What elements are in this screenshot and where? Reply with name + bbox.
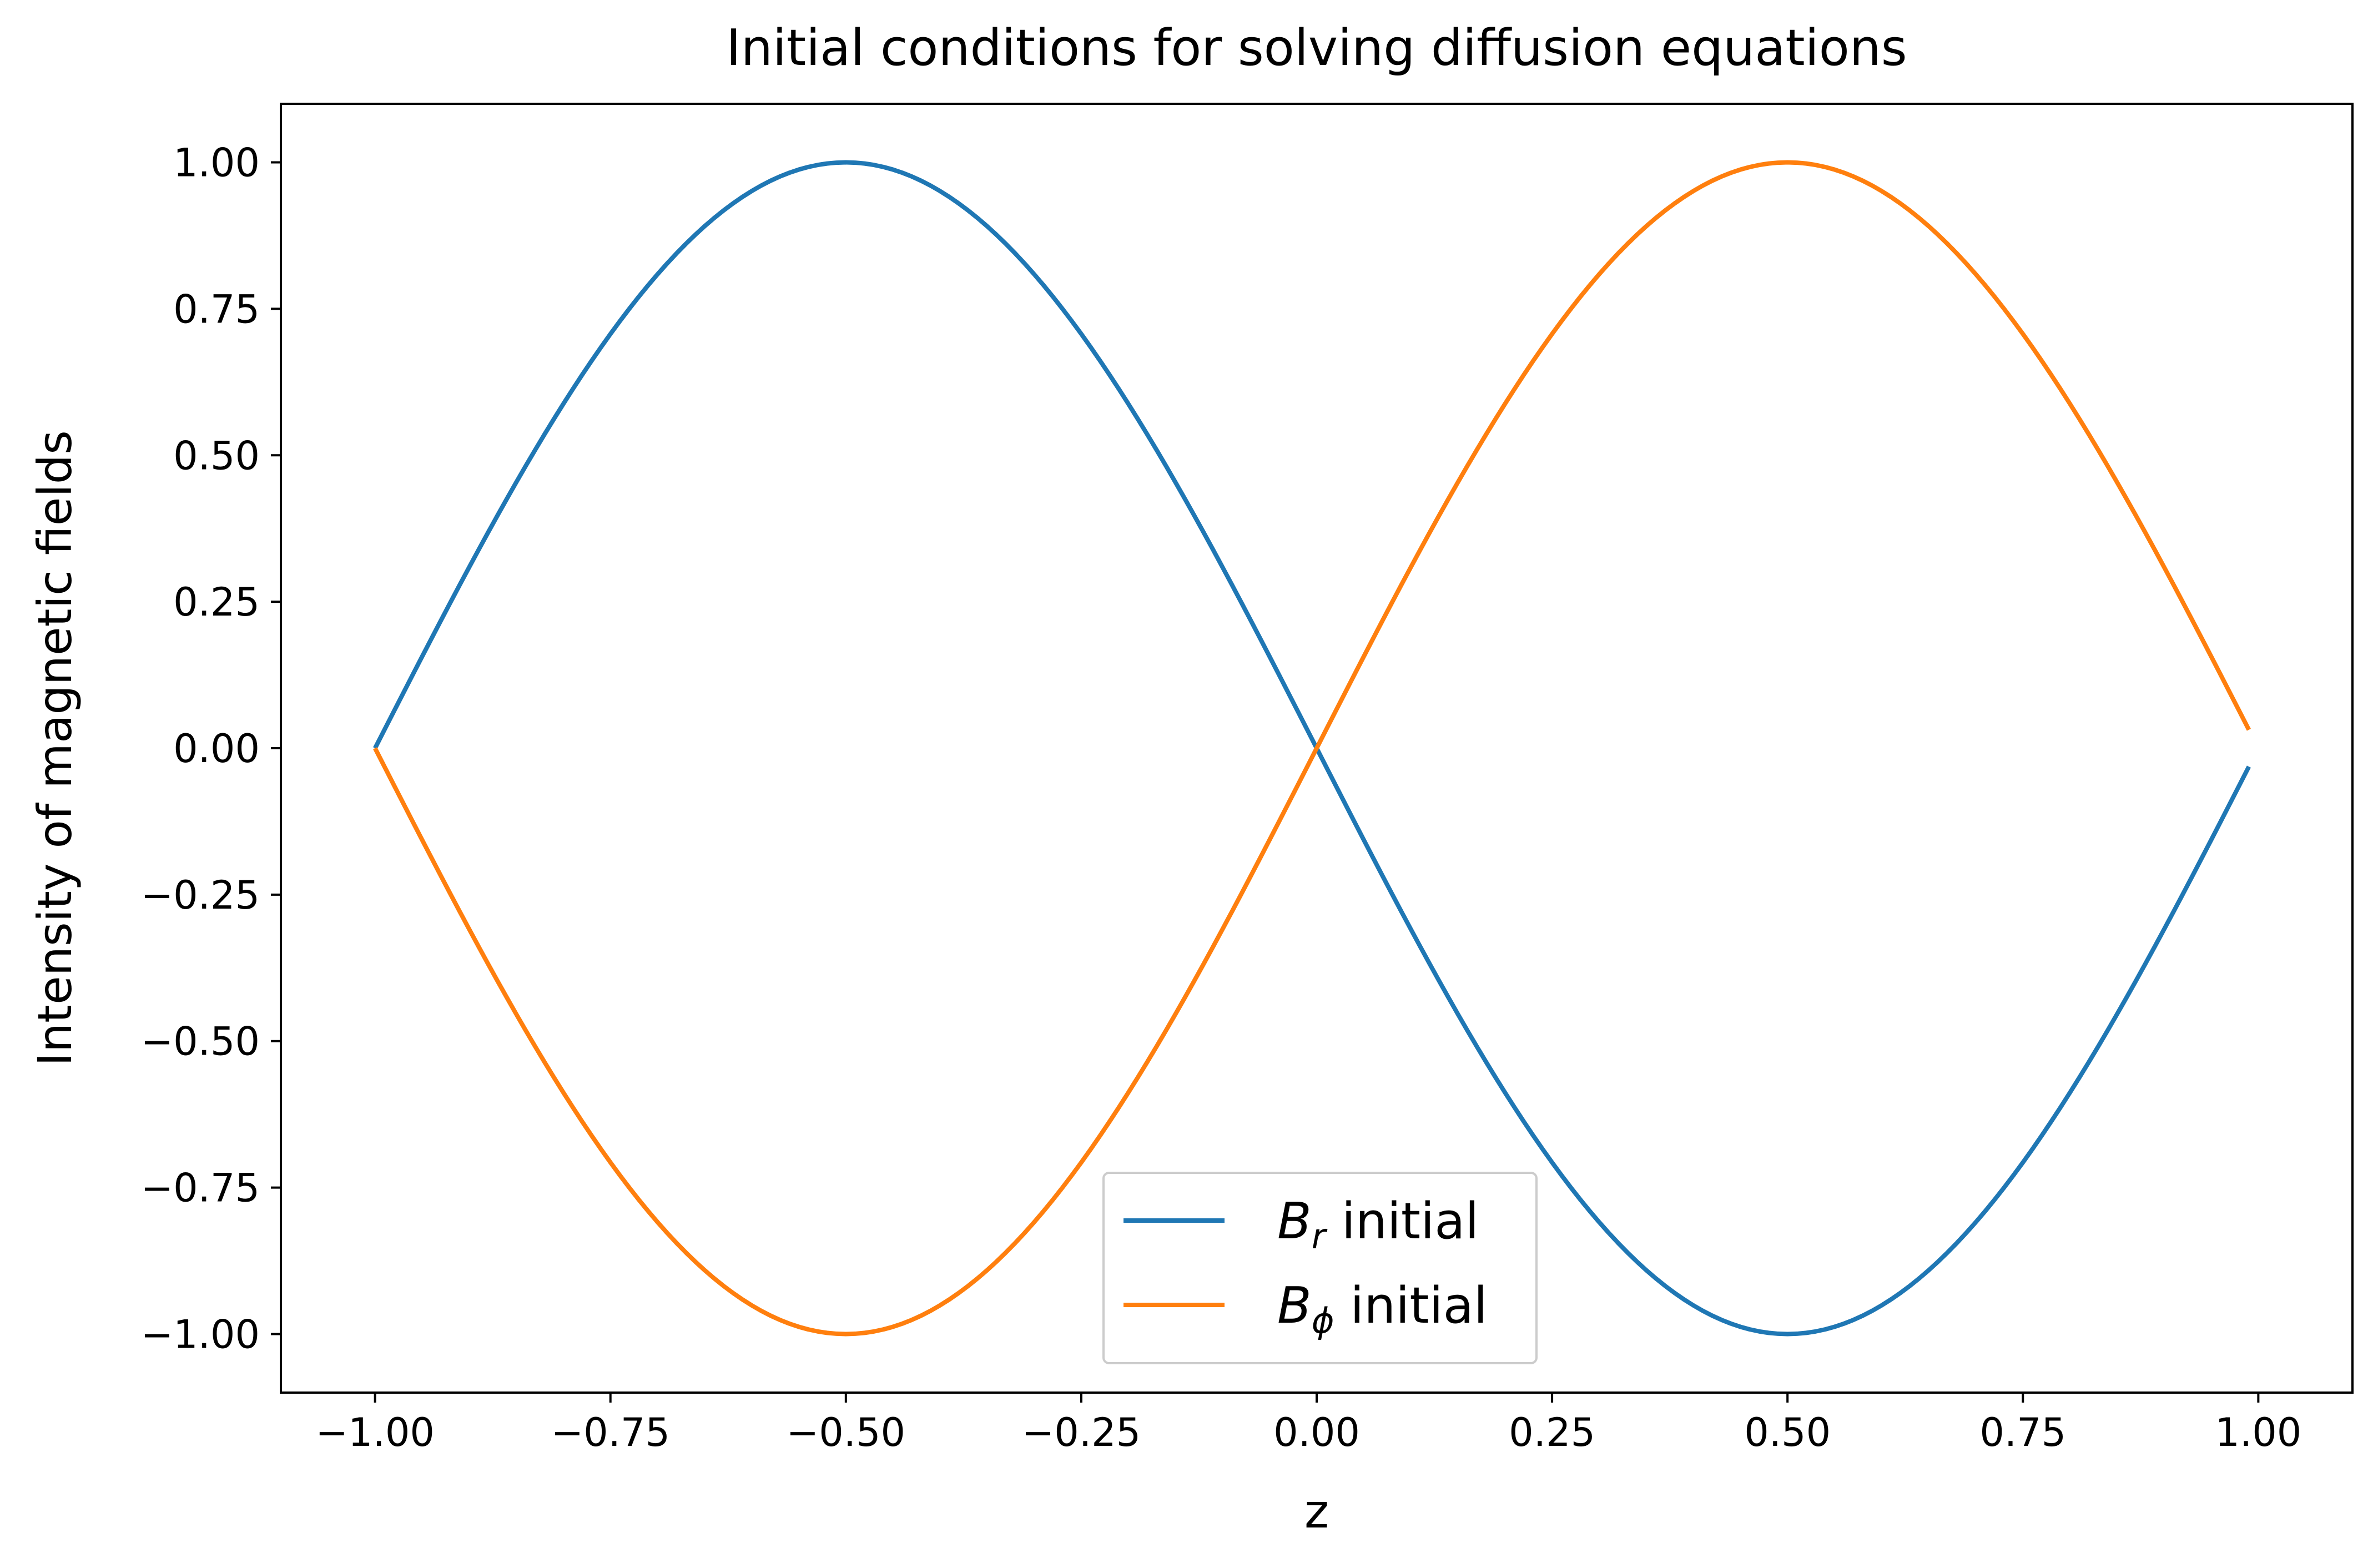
legend-label-1: Bϕ initial [1277,1277,1488,1341]
y-tick-label: 0.25 [173,579,260,625]
legend-label-0: Br initial [1277,1192,1479,1257]
x-tick-label: −0.75 [551,1410,670,1455]
y-tick-label: −0.25 [140,873,260,918]
y-tick-label: 0.50 [173,433,260,478]
series-line-1 [373,160,2251,1337]
y-tick-label: 1.00 [173,140,260,186]
chart-title: Initial conditions for solving diffusion… [726,19,1907,77]
legend: Br initial Bϕ initial [1102,1172,1538,1364]
x-axis-label: z [1304,1484,1329,1539]
y-tick-label: −0.50 [140,1019,260,1065]
x-tick-label: 0.75 [1979,1410,2066,1455]
series-lines [373,160,2251,1337]
x-tick-label: −0.50 [787,1410,906,1455]
axis-ticks: −1.00 −0.75 −0.50 −0.25 0.00 0.25 0.50 0.75 1.00… [140,140,2301,1455]
y-tick-label: −1.00 [140,1312,260,1357]
x-tick-label: 1.00 [2215,1410,2301,1455]
y-axis-label: Intensity of magnetic fields [28,430,82,1066]
axes-frame [280,103,2354,1394]
x-tick-label: −1.00 [315,1410,435,1455]
x-tick-label: −0.25 [1022,1410,1141,1455]
series-line-0 [373,160,2251,1337]
plot-area [373,160,2251,1337]
x-tick-label: 0.25 [1509,1410,1595,1455]
y-tick-label: −0.75 [140,1166,260,1211]
y-tick-label: 0.75 [173,286,260,332]
x-tick-label: 0.50 [1744,1410,1831,1455]
x-tick-label: 0.00 [1273,1410,1360,1455]
y-tick-label: 0.00 [173,726,260,772]
